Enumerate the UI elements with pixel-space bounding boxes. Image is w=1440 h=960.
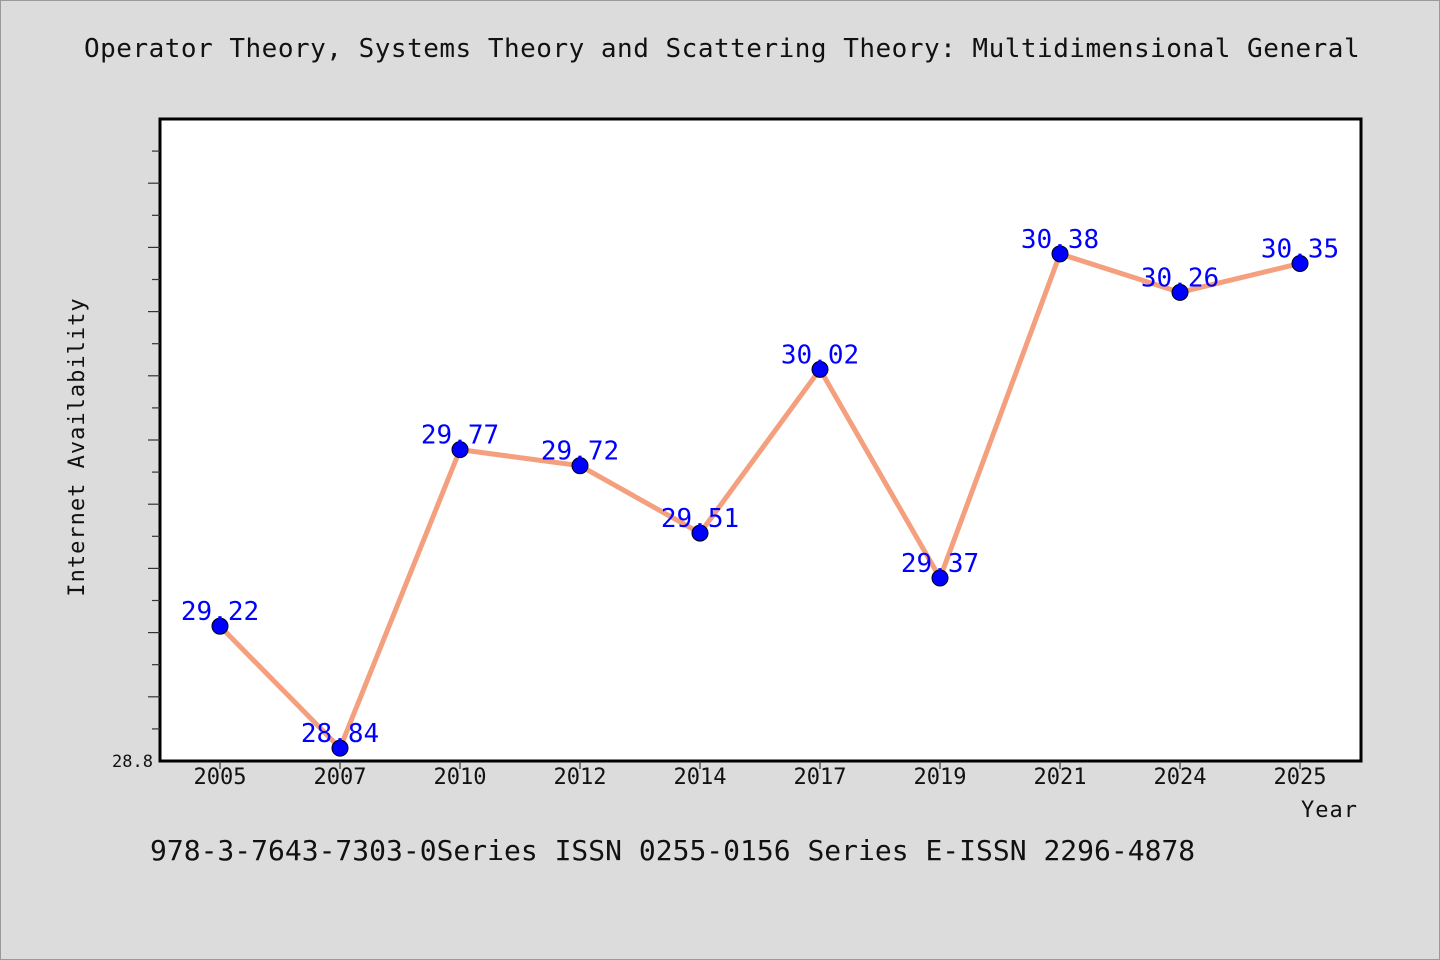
- series-line: [217, 251, 1303, 751]
- x-axis-title: Year: [1301, 798, 1358, 823]
- data-point: [211, 617, 229, 635]
- data-point: [1291, 254, 1309, 272]
- y-axis-title: Internet Availability: [65, 297, 90, 596]
- data-point: [811, 360, 829, 378]
- series-layer: [211, 245, 1309, 757]
- data-label: 30.38: [1021, 225, 1099, 255]
- data-label: 29.72: [541, 437, 619, 467]
- data-label: 28.84: [301, 719, 379, 749]
- data-point: [331, 739, 349, 757]
- x-tick-label: 2019: [914, 765, 967, 790]
- x-tick-label: 2010: [434, 765, 487, 790]
- data-label: 29.77: [421, 421, 499, 451]
- data-labels: 29.22 28.84 29.77 29.72 29.51 30.02 29.37 30.38…: [181, 225, 1339, 749]
- x-tick-label: 2012: [554, 765, 607, 790]
- data-label: 29.22: [181, 597, 259, 627]
- data-label: 29.37: [901, 549, 979, 579]
- data-point: [571, 457, 589, 475]
- data-label: 30.35: [1261, 234, 1339, 264]
- y-axis-ticks: [148, 150, 160, 730]
- x-tick-label: 2005: [194, 765, 247, 790]
- footer-isbn-text: 978-3-7643-7303-0Series ISSN 0255-0156 S…: [150, 834, 1196, 867]
- x-tick-label: 2024: [1154, 765, 1207, 790]
- x-axis-ticks: 2005 2007 2010 2012 2014 2017 2019 2021 2024 2025: [194, 761, 1327, 790]
- x-tick-label: 2021: [1034, 765, 1087, 790]
- data-label: 30.26: [1141, 263, 1219, 293]
- data-point: [691, 524, 709, 542]
- data-label: 29.51: [661, 504, 739, 534]
- x-tick-label: 2007: [314, 765, 367, 790]
- data-point: [931, 569, 949, 587]
- y-min-tick-label: 28.8: [112, 752, 153, 772]
- chart-title: Operator Theory, Systems Theory and Scat…: [84, 34, 1360, 64]
- data-point: [1051, 245, 1069, 263]
- data-label: 30.02: [781, 340, 859, 370]
- x-tick-label: 2025: [1274, 765, 1327, 790]
- x-tick-label: 2017: [794, 765, 847, 790]
- data-point: [451, 441, 469, 459]
- x-tick-label: 2014: [674, 765, 727, 790]
- plot-area: [158, 117, 1363, 763]
- data-point: [1171, 283, 1189, 301]
